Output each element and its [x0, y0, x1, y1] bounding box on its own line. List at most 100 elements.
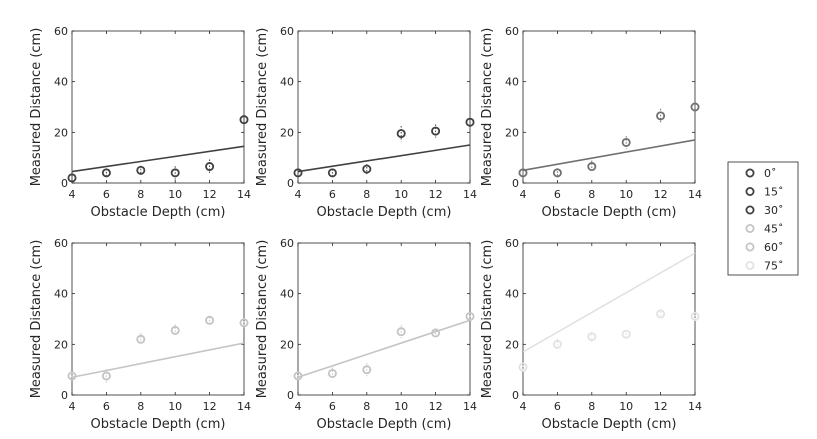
data-point: [587, 332, 597, 342]
x-tick-label: 8: [588, 400, 595, 413]
y-tick-label: 20: [54, 338, 68, 351]
legend-marker: [745, 205, 755, 215]
x-tick-label: 10: [168, 188, 182, 201]
x-tick-label: 4: [520, 400, 527, 413]
data-point: [327, 368, 337, 378]
y-tick-label: 60: [280, 237, 294, 250]
data-point: [552, 339, 562, 349]
y-tick-label: 20: [280, 338, 294, 351]
y-tick-label: 20: [54, 126, 68, 139]
data-point: [239, 115, 249, 125]
x-tick-label: 14: [688, 188, 702, 201]
x-tick-label: 10: [619, 400, 633, 413]
x-axis-label: Obstacle Depth (cm): [542, 205, 677, 220]
data-point: [136, 334, 146, 344]
panel-3: 4 6 8 10 12 14 0 20 40 60 Obstacle Depth (cm) Measu…: [480, 25, 702, 220]
data-point: [170, 325, 180, 335]
x-tick-label: 12: [654, 188, 668, 201]
x-tick-label: 14: [463, 188, 477, 201]
axes-box: [297, 242, 471, 396]
y-tick-label: 40: [54, 288, 68, 301]
x-tick-label: 10: [619, 188, 633, 201]
data-point: [431, 126, 441, 136]
x-tick-label: 4: [520, 188, 527, 201]
data-point: [170, 168, 180, 178]
y-tick-label: 0: [287, 389, 294, 402]
legend-marker: [745, 168, 755, 178]
data-point: [136, 165, 146, 175]
x-tick-label: 14: [237, 400, 251, 413]
legend-label: 75˚: [764, 260, 784, 273]
data-point: [621, 137, 631, 147]
x-tick-label: 6: [329, 188, 336, 201]
data-point: [362, 164, 372, 174]
y-tick-label: 0: [61, 389, 68, 402]
x-tick-label: 6: [103, 400, 110, 413]
x-tick-label: 8: [137, 400, 144, 413]
data-point: [656, 309, 666, 319]
y-tick-label: 20: [505, 126, 519, 139]
x-tick-label: 6: [103, 188, 110, 201]
x-tick-label: 6: [554, 400, 561, 413]
data-point: [67, 173, 77, 183]
x-axis-label: Obstacle Depth (cm): [317, 205, 452, 220]
y-axis-label: Measured Distance (cm): [29, 240, 44, 399]
y-tick-label: 0: [512, 389, 519, 402]
data-point: [690, 102, 700, 112]
panel-6: 4 6 8 10 12 14 0 20 40 60 Obstacle Depth (cm) Measu…: [480, 237, 702, 432]
legend-marker: [745, 223, 755, 233]
x-tick-label: 8: [137, 188, 144, 201]
legend-label: 45˚: [764, 223, 784, 236]
axes-box: [71, 30, 245, 184]
x-tick-label: 4: [295, 400, 302, 413]
y-axis-label: Measured Distance (cm): [255, 28, 270, 187]
data-point: [518, 168, 528, 178]
data-point: [205, 315, 215, 325]
data-point: [205, 162, 215, 172]
x-tick-label: 10: [394, 188, 408, 201]
y-tick-label: 40: [505, 288, 519, 301]
legend: 0˚ 15˚ 30˚ 45˚ 60˚ 75˚: [727, 161, 799, 276]
panel-5: 4 6 8 10 12 14 0 20 40 60 Obstacle Depth (cm) Measu…: [255, 237, 477, 432]
data-point: [431, 328, 441, 338]
x-axis-label: Obstacle Depth (cm): [91, 417, 226, 432]
data-point: [293, 168, 303, 178]
x-axis-label: Obstacle Depth (cm): [91, 205, 226, 220]
fit-line: [298, 319, 470, 379]
legend-label: 15˚: [764, 186, 784, 199]
y-tick-label: 60: [54, 25, 68, 38]
data-point: [621, 329, 631, 339]
x-tick-label: 14: [463, 400, 477, 413]
fit-line: [72, 342, 244, 379]
y-tick-label: 20: [280, 126, 294, 139]
data-point: [239, 318, 249, 328]
y-tick-label: 60: [54, 237, 68, 250]
x-tick-label: 12: [203, 400, 217, 413]
x-tick-label: 10: [394, 400, 408, 413]
fit-line: [298, 144, 470, 173]
y-tick-label: 0: [61, 177, 68, 190]
x-tick-label: 6: [554, 188, 561, 201]
y-axis-label: Measured Distance (cm): [255, 240, 270, 399]
fit-line: [72, 145, 244, 173]
legend-label: 60˚: [764, 241, 784, 254]
x-tick-label: 8: [588, 188, 595, 201]
y-tick-label: 40: [505, 76, 519, 89]
fit-line: [523, 139, 695, 172]
legend-label: 0˚: [764, 167, 777, 180]
x-axis-label: Obstacle Depth (cm): [542, 417, 677, 432]
legend-marker: [745, 260, 755, 270]
y-axis-label: Measured Distance (cm): [480, 28, 495, 187]
y-tick-label: 0: [287, 177, 294, 190]
x-tick-label: 12: [654, 400, 668, 413]
x-tick-label: 10: [168, 400, 182, 413]
legend-marker: [745, 242, 755, 252]
x-tick-label: 12: [203, 188, 217, 201]
x-tick-label: 4: [295, 188, 302, 201]
y-axis-label: Measured Distance (cm): [480, 240, 495, 399]
data-point: [552, 168, 562, 178]
data-point: [293, 371, 303, 381]
x-tick-label: 14: [237, 188, 251, 201]
x-tick-label: 14: [688, 400, 702, 413]
